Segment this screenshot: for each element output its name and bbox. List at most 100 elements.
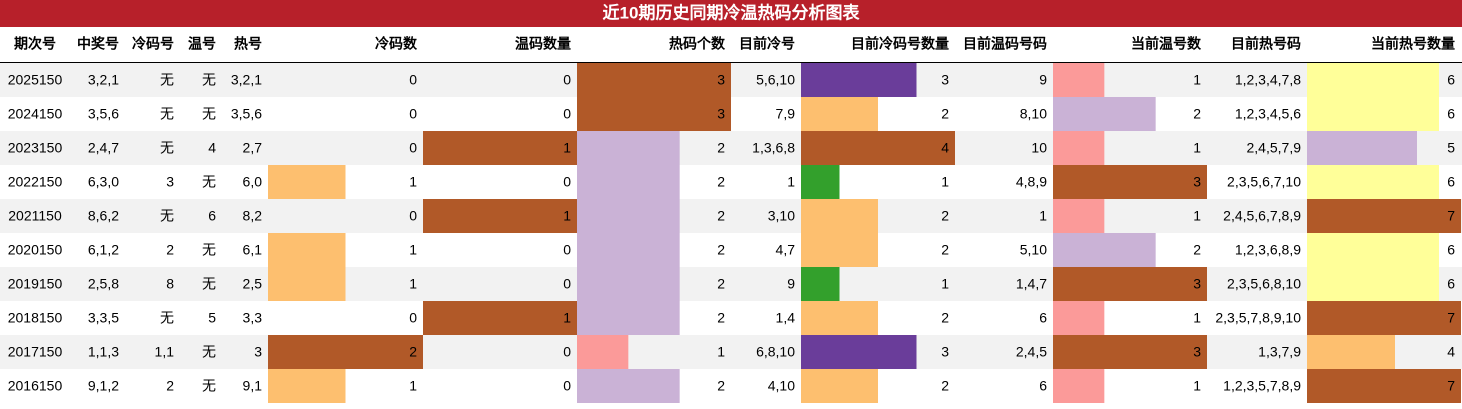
cell: 0 <box>563 72 571 88</box>
cell: 0 <box>563 242 571 258</box>
cell: 2 <box>717 378 725 394</box>
cell: 4,10 <box>768 378 795 394</box>
cell: 2 <box>941 378 949 394</box>
cell-bar <box>577 97 731 131</box>
cell: 4 <box>941 140 949 156</box>
cell: 2,3,5,6,8,10 <box>1227 276 1301 292</box>
cell: 3 <box>1193 344 1201 360</box>
cell: 1,1 <box>155 344 175 360</box>
cell: 3 <box>1193 174 1201 190</box>
cell: 8,6,2 <box>88 208 119 224</box>
cell: 2 <box>1193 106 1201 122</box>
cell-bar <box>577 335 629 369</box>
cell: 3,3,5 <box>88 310 119 326</box>
cell: 2 <box>717 276 725 292</box>
cell: 无 <box>202 106 216 122</box>
cell: 1 <box>717 344 725 360</box>
cell-bar <box>1307 267 1439 301</box>
cell: 1,1,3 <box>88 344 119 360</box>
cell-bar <box>268 369 346 403</box>
cell-bar <box>1053 97 1156 131</box>
cell: 2,7 <box>243 140 263 156</box>
cell: 2024150 <box>8 106 63 122</box>
cell-bar <box>1053 233 1156 267</box>
cell: 0 <box>409 310 417 326</box>
column-header: 期次号 <box>14 36 56 52</box>
cell-bar <box>1053 267 1207 301</box>
cell: 3 <box>717 106 725 122</box>
column-header: 当前温号数 <box>1131 36 1202 52</box>
column-header: 热号 <box>234 36 262 52</box>
title-bar <box>0 0 1462 27</box>
cell-bar <box>1053 301 1105 335</box>
cell: 1 <box>941 174 949 190</box>
cell: 2,4,5,7,9 <box>1247 140 1302 156</box>
cell: 0 <box>563 174 571 190</box>
column-header: 目前温码号码 <box>963 36 1047 52</box>
cell: 1,4 <box>776 310 796 326</box>
cell: 2 <box>717 140 725 156</box>
cell: 2 <box>941 242 949 258</box>
cell: 2 <box>941 310 949 326</box>
cell-bar <box>1307 369 1461 403</box>
cell-bar <box>423 199 577 233</box>
cell-bar <box>1307 63 1439 97</box>
cell: 2022150 <box>8 174 63 190</box>
cell: 无 <box>202 174 216 190</box>
cell: 2,4,7 <box>88 140 119 156</box>
cell: 2 <box>941 106 949 122</box>
cell: 3 <box>941 344 949 360</box>
cell: 2 <box>1193 242 1201 258</box>
cell-bar <box>1053 131 1105 165</box>
cell-bar <box>1307 335 1395 369</box>
cell-bar <box>801 63 917 97</box>
cell-bar <box>268 165 346 199</box>
cell: 6 <box>1039 378 1047 394</box>
cell: 2 <box>166 378 174 394</box>
column-header: 热码个数 <box>669 36 726 52</box>
cell: 1,2,3,4,7,8 <box>1235 72 1301 88</box>
cell-bar <box>801 335 917 369</box>
cell: 3,3 <box>243 310 263 326</box>
cell-bar <box>1053 199 1105 233</box>
cell: 2 <box>717 242 725 258</box>
cell: 7,9 <box>776 106 796 122</box>
cell: 1 <box>409 276 417 292</box>
cell-bar <box>577 267 680 301</box>
cell: 5 <box>1447 140 1455 156</box>
cell: 5 <box>208 310 216 326</box>
cell: 2023150 <box>8 140 63 156</box>
cell: 3 <box>166 174 174 190</box>
cell: 3 <box>941 72 949 88</box>
cell: 0 <box>409 106 417 122</box>
cell: 6 <box>1447 106 1455 122</box>
cell: 7 <box>1447 378 1455 394</box>
cell-bar <box>268 233 346 267</box>
cell: 1,2,3,6,8,9 <box>1235 242 1301 258</box>
cell: 无 <box>202 72 216 88</box>
cell: 8,2 <box>243 208 263 224</box>
cell-bar <box>577 233 680 267</box>
cell: 1 <box>563 310 571 326</box>
cell: 3 <box>254 344 262 360</box>
row-band <box>0 131 1462 165</box>
cell: 4 <box>1447 344 1455 360</box>
cell: 无 <box>202 276 216 292</box>
cell: 4,7 <box>776 242 796 258</box>
cell: 无 <box>202 344 216 360</box>
cell-bar <box>801 131 955 165</box>
cell: 1 <box>563 140 571 156</box>
cell: 无 <box>202 378 216 394</box>
cell: 1 <box>1039 208 1047 224</box>
cell-bar <box>1053 63 1105 97</box>
cell: 6,8,10 <box>756 344 795 360</box>
cell-bar <box>577 131 680 165</box>
cell: 3,5,6 <box>231 106 262 122</box>
cell: 0 <box>563 378 571 394</box>
cell-bar <box>423 301 577 335</box>
cell-bar <box>268 335 423 369</box>
cell-bar <box>577 301 680 335</box>
cell-bar <box>577 165 680 199</box>
cell-bar <box>1307 199 1461 233</box>
cell: 3 <box>717 72 725 88</box>
